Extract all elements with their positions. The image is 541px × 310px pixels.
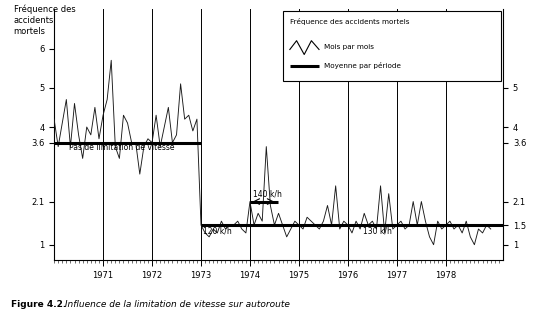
Text: Influence de la limitation de vitesse sur autoroute: Influence de la limitation de vitesse su… [62, 300, 290, 309]
Text: Moyenne par période: Moyenne par période [324, 62, 400, 69]
Text: Figure 4.2.: Figure 4.2. [11, 300, 66, 309]
Text: Fréquence des accidents mortels: Fréquence des accidents mortels [290, 18, 410, 25]
Text: Mois par mois: Mois par mois [324, 44, 373, 50]
Text: 130 k/h: 130 k/h [362, 227, 392, 236]
FancyBboxPatch shape [283, 11, 501, 81]
Text: 140 k/h: 140 k/h [253, 190, 282, 199]
Text: 120 k/h: 120 k/h [203, 227, 232, 236]
Text: Pas de limitation de vitesse: Pas de limitation de vitesse [69, 143, 174, 152]
Text: Fréquence des
accidents
mortels: Fréquence des accidents mortels [14, 4, 75, 36]
